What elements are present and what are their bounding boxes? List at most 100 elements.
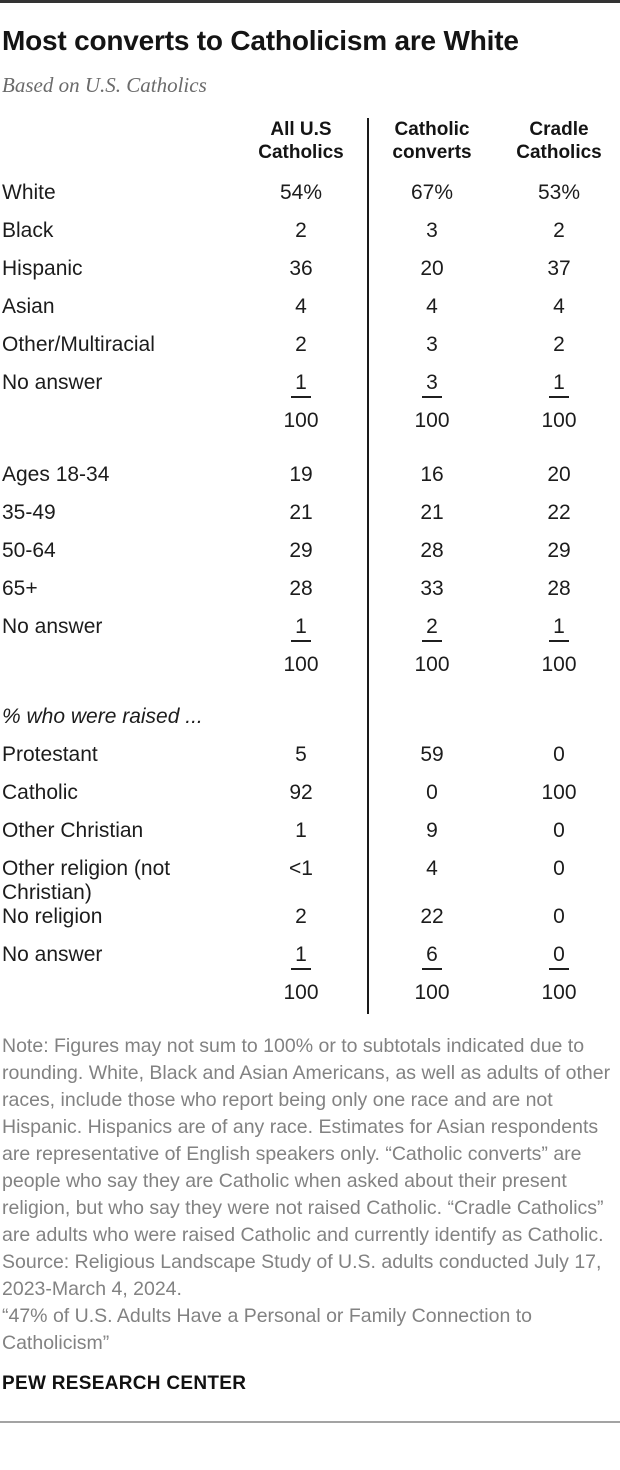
table-row: No answer 1 3 1 <box>0 371 620 409</box>
row-label: No answer <box>2 615 103 638</box>
pew-research-center-wordmark: PEW RESEARCH CENTER <box>2 1373 247 1394</box>
column-header-line: Catholics <box>258 142 344 163</box>
cell-value: 29 <box>289 539 313 562</box>
column-header-line: converts <box>392 142 472 163</box>
cell-value: 21 <box>420 501 444 524</box>
cell-value: 92 <box>289 781 313 804</box>
column-header-all-us-catholics: All U.S Catholics <box>236 118 366 164</box>
table-row: No answer 1 6 0 <box>0 943 620 981</box>
cell-value: 28 <box>289 577 313 600</box>
cell-value: 1 <box>236 371 366 398</box>
cell-value: 22 <box>547 501 571 524</box>
cell-value: 100 <box>414 409 450 432</box>
cell-value: 100 <box>283 981 319 1004</box>
cell-value: 2 <box>553 333 565 356</box>
underlined-value: 1 <box>291 615 311 642</box>
cell-value: 4 <box>426 857 438 880</box>
cell-value: 1 <box>236 615 366 642</box>
cell-value: 0 <box>553 819 565 842</box>
section-heading-row: % who were raised ... <box>0 705 620 743</box>
cell-value: 1 <box>295 819 307 842</box>
table-body: White 54% 67% 53% Black 2 3 2 Hispanic 36 20 37 Asia… <box>0 181 620 1019</box>
row-label: 65+ <box>2 577 38 600</box>
section-heading: % who were raised ... <box>2 705 203 728</box>
note-text: Note: Figures may not sum to 100% or to … <box>2 1035 611 1246</box>
cell-value: 3 <box>426 333 438 356</box>
table-section: White 54% 67% 53% Black 2 3 2 Hispanic 36 20 37 Asia… <box>0 181 620 447</box>
cell-value: 22 <box>420 905 444 928</box>
cell-value: 37 <box>547 257 571 280</box>
cell-value: 100 <box>414 981 450 1004</box>
pew-table-graphic: Most converts to Catholicism are White B… <box>0 0 620 1423</box>
row-label: White <box>2 181 56 204</box>
data-table: All U.S Catholics Catholic converts Crad… <box>0 118 620 1019</box>
row-label: Protestant <box>2 743 98 766</box>
table-row: Other/Multiracial 2 3 2 <box>0 333 620 371</box>
cell-value: 67% <box>410 181 454 204</box>
cell-value: 2 <box>366 615 498 642</box>
column-header-line: Cradle <box>529 119 589 140</box>
cell-value: 53% <box>537 181 581 204</box>
cell-value: 100 <box>414 653 450 676</box>
cell-value: 1 <box>498 371 620 398</box>
cell-value: 100 <box>283 409 319 432</box>
row-label: No answer <box>2 371 103 394</box>
cell-value: 21 <box>289 501 313 524</box>
table-row: 65+ 28 33 28 <box>0 577 620 615</box>
cell-value: 0 <box>426 781 438 804</box>
table-row: Hispanic 36 20 37 <box>0 257 620 295</box>
cell-value: 54% <box>279 181 323 204</box>
column-header-line: Catholic <box>394 119 470 140</box>
table-section: % who were raised ... Protestant 5 59 0 Catho… <box>0 705 620 1019</box>
cell-value: 29 <box>547 539 571 562</box>
table-row: No answer 1 2 1 <box>0 615 620 653</box>
cell-value: 2 <box>295 219 307 242</box>
source-text: Source: Religious Landscape Study of U.S… <box>2 1251 602 1300</box>
table-row: Ages 18-34 19 16 20 <box>0 463 620 501</box>
cell-value: 0 <box>553 905 565 928</box>
cell-value: 100 <box>541 653 577 676</box>
cell-value: 3 <box>426 219 438 242</box>
underlined-value: 6 <box>422 943 442 970</box>
cell-value: 2 <box>295 905 307 928</box>
citation-text: “47% of U.S. Adults Have a Personal or F… <box>2 1305 533 1354</box>
total-row: 100 100 100 <box>0 653 620 691</box>
row-label: Black <box>2 219 54 242</box>
row-label: Ages 18-34 <box>2 463 110 486</box>
cell-value: 16 <box>420 463 444 486</box>
table-row: No religion 2 22 0 <box>0 905 620 943</box>
cell-value: 20 <box>420 257 444 280</box>
cell-value: 1 <box>498 615 620 642</box>
row-label: 35-49 <box>2 501 56 524</box>
cell-value: 59 <box>420 743 444 766</box>
cell-value: 4 <box>553 295 565 318</box>
underlined-value: 0 <box>549 943 569 970</box>
page-subtitle: Based on U.S. Catholics <box>2 73 207 97</box>
cell-value: 19 <box>289 463 313 486</box>
row-label: Other religion (not Christian) <box>2 857 171 904</box>
cell-value: 0 <box>553 743 565 766</box>
column-header-line: All U.S <box>270 119 332 140</box>
cell-value: 36 <box>289 257 313 280</box>
table-section: Ages 18-34 19 16 20 35-49 21 21 22 50-64 29 28 29 65… <box>0 463 620 691</box>
row-label: No answer <box>2 943 103 966</box>
cell-value: <1 <box>289 857 313 880</box>
cell-value: 0 <box>498 943 620 970</box>
table-row: Catholic 92 0 100 <box>0 781 620 819</box>
cell-value: 100 <box>541 409 577 432</box>
column-header-cradle-catholics: Cradle Catholics <box>498 118 620 164</box>
cell-value: 4 <box>295 295 307 318</box>
table-row: 35-49 21 21 22 <box>0 501 620 539</box>
cell-value: 100 <box>541 781 577 804</box>
column-header-line: Catholics <box>516 142 602 163</box>
table-row: White 54% 67% 53% <box>0 181 620 219</box>
underlined-value: 1 <box>549 371 569 398</box>
total-row: 100 100 100 <box>0 981 620 1019</box>
cell-value: 0 <box>553 857 565 880</box>
cell-value: 4 <box>426 295 438 318</box>
column-header-catholic-converts: Catholic converts <box>366 118 498 164</box>
row-label: Asian <box>2 295 55 318</box>
cell-value: 1 <box>236 943 366 970</box>
total-row: 100 100 100 <box>0 409 620 447</box>
cell-value: 28 <box>547 577 571 600</box>
